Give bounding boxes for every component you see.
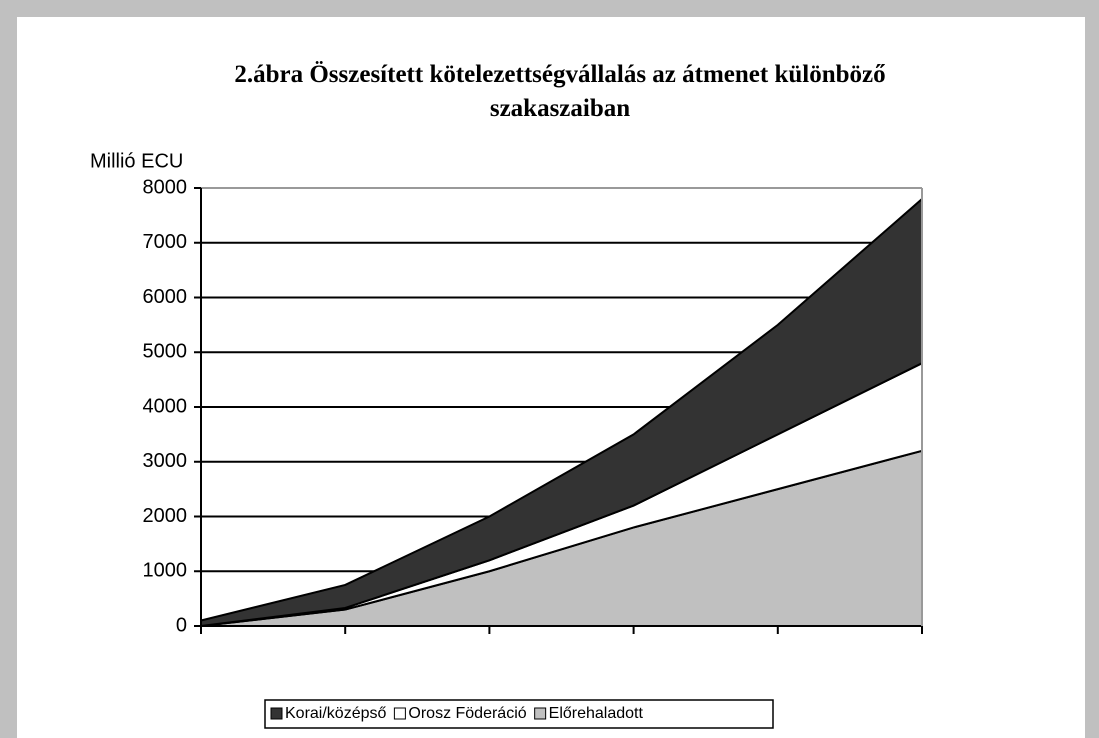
y-tick-label: 1000 — [143, 560, 188, 582]
legend-label: Orosz Föderáció — [408, 705, 526, 722]
y-tick-label: 5000 — [143, 341, 188, 363]
legend-label: Előrehaladott — [549, 705, 644, 722]
y-axis-label: Millió ECU — [90, 150, 183, 172]
y-tick-label: 7000 — [143, 231, 188, 253]
legend: Korai/középső Orosz Föderáció Előrehaladot… — [264, 699, 774, 729]
y-tick-label: 4000 — [143, 395, 188, 417]
y-tick-label: 8000 — [143, 176, 188, 198]
y-tick-label: 3000 — [143, 450, 188, 472]
legend-swatch — [393, 707, 406, 720]
legend-label: Korai/középső — [285, 705, 386, 722]
chart-title: 2.ábra Összesített kötelezettségvállalás… — [234, 61, 885, 122]
legend-swatch — [534, 707, 547, 720]
y-tick-label: 2000 — [143, 505, 188, 527]
y-tick-label: 0 — [176, 614, 187, 636]
y-tick-label: 6000 — [143, 286, 188, 308]
legend-box — [264, 699, 774, 729]
legend-swatch — [270, 707, 283, 720]
